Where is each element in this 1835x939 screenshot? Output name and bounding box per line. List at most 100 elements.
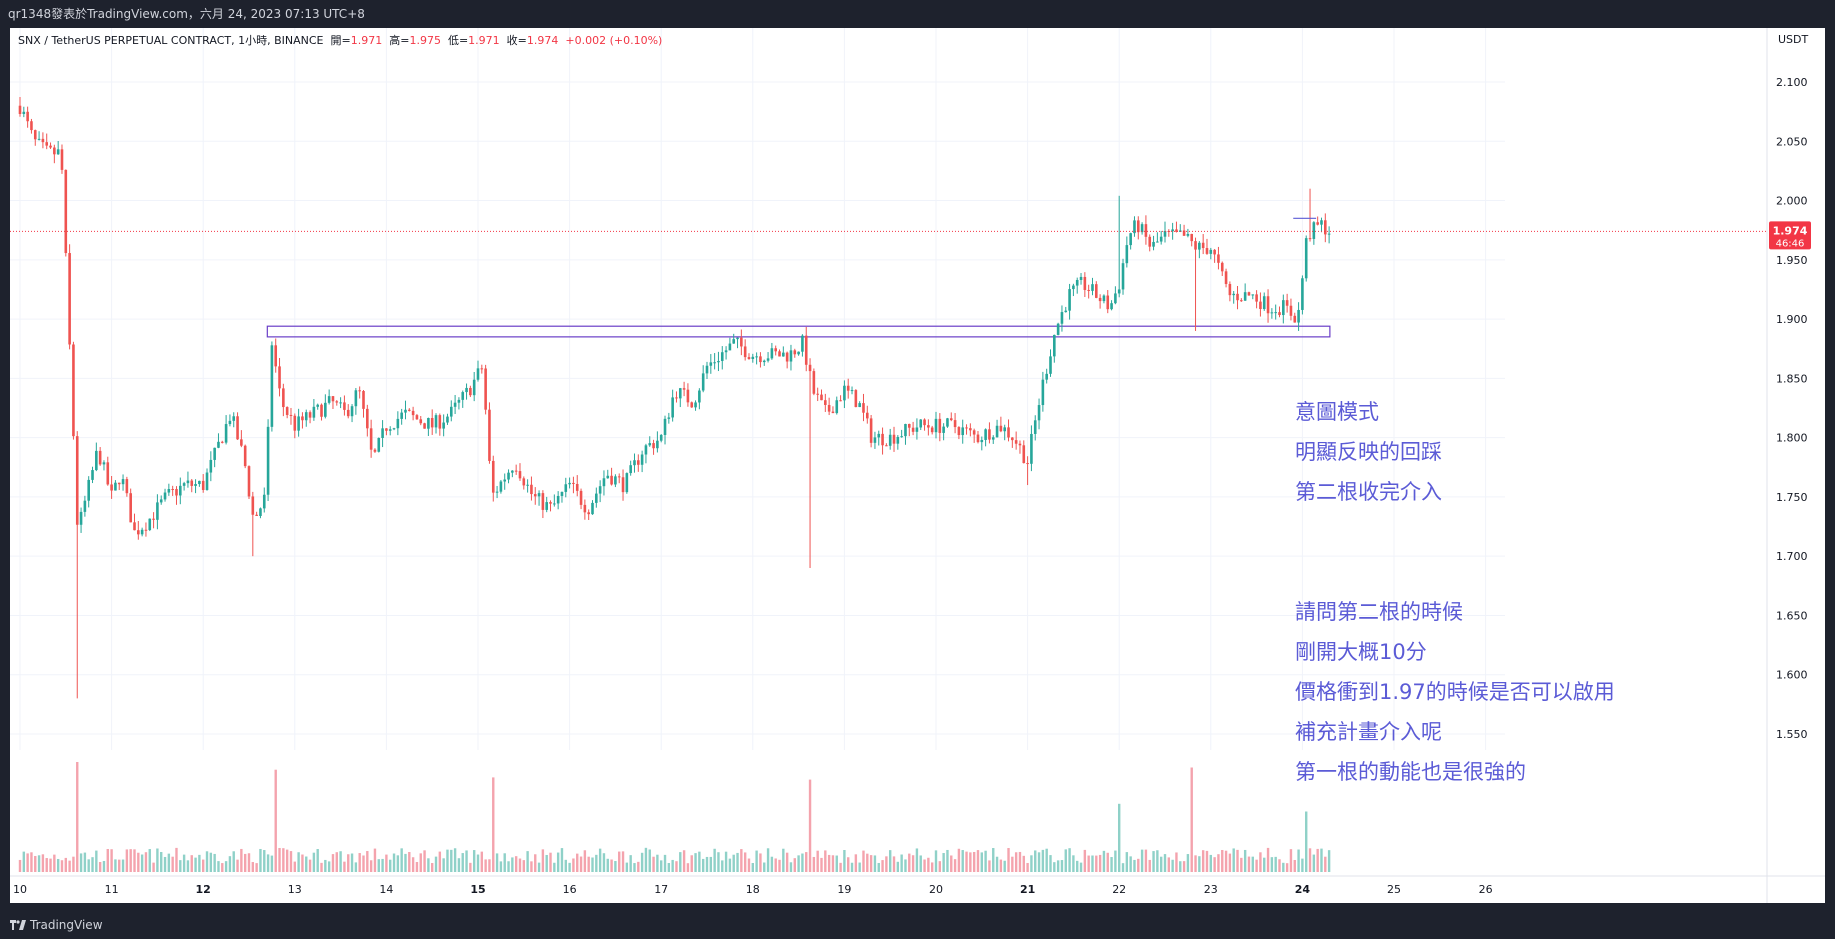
candle-body (1057, 324, 1060, 335)
volume-bar (572, 858, 574, 872)
volume-bar (1274, 857, 1276, 872)
time-tick-label: 24 (1295, 883, 1311, 896)
candle-body (1045, 374, 1048, 380)
volume-bar (1087, 856, 1089, 872)
volume-bar (740, 849, 742, 872)
candle-body (324, 403, 327, 417)
volume-bar (561, 848, 563, 872)
last-price-line: 1.97446:46 (10, 218, 1811, 249)
volume-bar (416, 862, 418, 872)
candle-body (183, 483, 186, 486)
volume-bar (778, 860, 780, 872)
candle-body (759, 356, 762, 362)
volume-bar (297, 852, 299, 872)
question-line-1: 請問第二根的時候 (1295, 600, 1463, 624)
volume-bar (42, 854, 44, 872)
candle-body (881, 434, 884, 445)
volume-bar (61, 860, 63, 872)
volume-bar (610, 860, 612, 872)
volume-bar (549, 853, 551, 872)
candle-body (721, 352, 724, 361)
candle-body (427, 418, 430, 429)
volume-bar (397, 855, 399, 872)
candle-body (137, 530, 140, 534)
candle-body (645, 445, 648, 454)
volume-bar (565, 860, 567, 872)
volume-bar (904, 859, 906, 872)
candle-body (1271, 312, 1274, 313)
candle-body (832, 412, 835, 413)
volume-bar (194, 858, 196, 872)
candle-body (362, 391, 365, 409)
candle-body (870, 418, 873, 442)
candle-body (958, 427, 961, 435)
volume-bar (721, 860, 723, 872)
candle-body (206, 473, 209, 490)
candles (19, 97, 1331, 698)
volume-bar (1030, 855, 1032, 872)
volume-bar (286, 850, 288, 872)
candle-body (622, 477, 625, 492)
candle-body (503, 480, 506, 482)
time-tick-label: 14 (379, 883, 393, 896)
candle-body (1187, 234, 1190, 236)
candle-body (935, 419, 938, 432)
volume-bar (80, 853, 82, 872)
volume-bar (137, 853, 139, 872)
volume-bar (755, 851, 757, 872)
candle-body (774, 348, 777, 351)
volume-bar (816, 851, 818, 872)
candle-body (469, 388, 472, 395)
candle-body (530, 485, 533, 494)
candle-body (725, 350, 728, 352)
candle-body (614, 476, 617, 484)
volume-bar (881, 860, 883, 872)
volume-bar (580, 857, 582, 872)
candle-body (57, 149, 60, 154)
candle-body (946, 418, 949, 426)
volume-bar (710, 857, 712, 872)
candle-body (916, 427, 919, 431)
volume-bar (57, 859, 59, 872)
candle-body (950, 418, 953, 420)
candle-body (965, 427, 968, 428)
volume-bar (744, 852, 746, 872)
volume-bar (450, 850, 452, 872)
candle-body (377, 438, 380, 452)
candle-body (202, 481, 205, 490)
price-tick-label: 1.600 (1776, 669, 1808, 682)
candle-body (34, 130, 37, 139)
volume-bar (946, 850, 948, 872)
volume-bar (1221, 850, 1223, 872)
volume-bar (645, 848, 647, 872)
candle-body (61, 149, 64, 170)
candle-body (710, 362, 713, 365)
grid-lines (10, 28, 1825, 903)
volume-bar (248, 853, 250, 872)
volume-bar (836, 856, 838, 872)
volume-bar (813, 857, 815, 872)
candle-body (229, 421, 232, 424)
candle-body (1030, 434, 1033, 464)
volume-bar (725, 852, 727, 872)
candle-body (717, 361, 720, 362)
candle-body (988, 429, 991, 439)
volume-bar (1282, 863, 1284, 872)
candle-body (885, 445, 888, 446)
candle-body (179, 486, 182, 496)
candle-body (900, 436, 903, 437)
candle-body (68, 253, 71, 344)
candle-body (80, 512, 83, 525)
volume-bar (244, 854, 246, 872)
candle-body (752, 357, 755, 359)
candle-body (767, 358, 770, 360)
volume-bar (622, 851, 624, 872)
volume-bar (164, 857, 166, 872)
volume-bar (641, 853, 643, 872)
volume-bar (855, 854, 857, 872)
candle-body (1225, 271, 1228, 284)
volume-bar (668, 863, 670, 872)
volume-bar (683, 850, 685, 872)
volume-bar (236, 860, 238, 872)
